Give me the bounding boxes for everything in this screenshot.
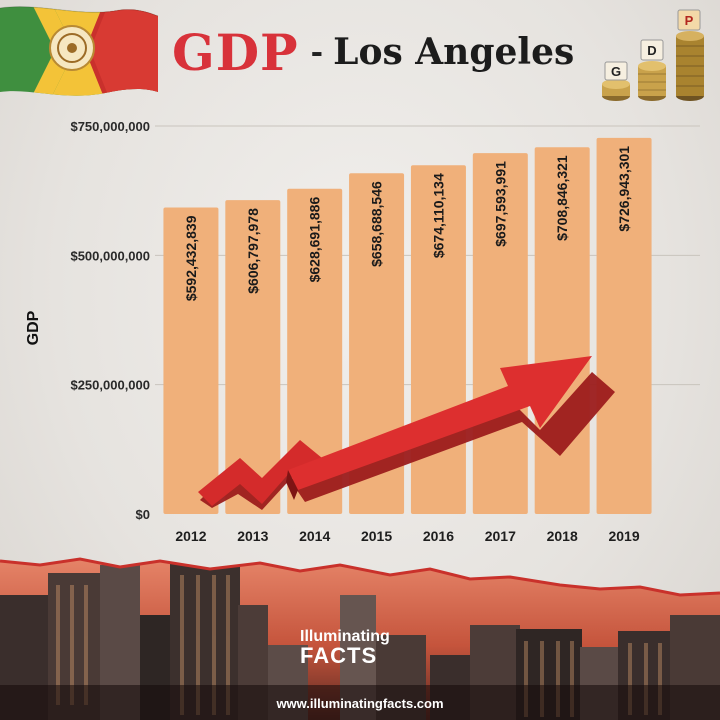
coin-stack-large: P	[676, 9, 704, 101]
arrow-shaft	[288, 356, 592, 490]
website-url: www.illuminatingfacts.com	[276, 696, 444, 711]
y-tick-label: $500,000,000	[70, 248, 150, 263]
x-tick-layer: 2012 2013 2014 2015 2016 2017 2018 2019	[175, 528, 639, 544]
illuminating-facts-logo: Illuminating FACTS	[300, 628, 430, 667]
x-tick-label: 2018	[547, 528, 578, 544]
y-tick-label: $250,000,000	[70, 378, 150, 393]
coin-stack-medium: D	[638, 39, 666, 101]
x-tick-label: 2014	[299, 528, 330, 544]
coin-stack-small: G	[602, 61, 630, 101]
x-tick-label: 2012	[175, 528, 206, 544]
x-tick-label: 2013	[237, 528, 268, 544]
y-tick-label: $0	[136, 507, 150, 522]
bar-2015	[349, 173, 405, 514]
value-label-layer: $592,432,839 $606,797,978 $628,691,886 $658…	[183, 146, 632, 301]
logo-line-2: FACTS	[300, 643, 378, 668]
value-label-2019: $726,943,301	[616, 146, 632, 232]
value-label-2013: $606,797,978	[245, 208, 261, 294]
x-tick-label: 2019	[608, 528, 639, 544]
title-gdp: GDP	[172, 22, 299, 82]
value-label-2015: $658,688,546	[369, 181, 385, 267]
trend-arrow	[198, 356, 615, 510]
value-label-2016: $674,110,134	[430, 173, 446, 258]
bar-2013	[225, 200, 281, 514]
value-label-2014: $628,691,886	[307, 197, 323, 283]
gdp-bar-chart: GDP $0 $250,000,000 $500,000,000 $750,000,0…	[25, 119, 700, 544]
bar-2014	[287, 188, 343, 515]
bar-2019	[596, 137, 652, 515]
x-tick-label: 2015	[361, 528, 392, 544]
arrow-zigzag	[198, 440, 322, 506]
coin-letter-g: G	[611, 64, 621, 79]
y-tick-layer: $0 $250,000,000 $500,000,000 $750,000,000	[70, 119, 150, 522]
value-label-2017: $697,593,991	[492, 161, 508, 247]
y-axis-label: GDP	[25, 310, 42, 345]
bar-2012	[163, 207, 219, 514]
y-tick-label: $750,000,000	[70, 119, 150, 134]
los-angeles-flag-icon	[0, 6, 159, 96]
coin-stacks-icon: G D P	[602, 9, 704, 101]
x-tick-label: 2016	[423, 528, 454, 544]
x-tick-label: 2017	[485, 528, 516, 544]
title-city: Los Angeles	[333, 31, 575, 73]
value-label-2018: $708,846,321	[554, 155, 570, 241]
value-label-2012: $592,432,839	[183, 215, 199, 301]
city-skyline-image	[0, 557, 720, 720]
coin-letter-p: P	[685, 13, 694, 28]
logo-line-1: Illuminating	[300, 628, 390, 645]
title-dash: -	[310, 34, 324, 70]
chart-title: GDP - Los Angeles	[172, 20, 574, 84]
coin-letter-d: D	[647, 43, 656, 58]
